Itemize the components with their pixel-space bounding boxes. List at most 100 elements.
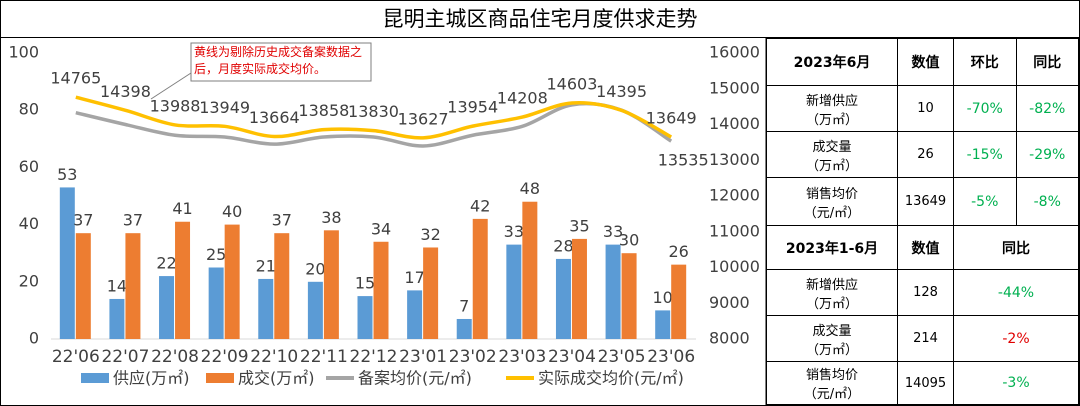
bar: [224, 224, 240, 339]
cell: 214: [897, 315, 954, 362]
annotation-text: 黄线为剔除历史成交备案数据之后，月度实际成交均价。: [194, 45, 363, 76]
table-header: 同比: [1015, 38, 1079, 86]
cell: -70%: [953, 85, 1017, 132]
table-header: 环比: [953, 38, 1017, 86]
data-label: 14395: [596, 82, 647, 101]
table-header: 2023年1-6月: [766, 225, 898, 270]
bar: [274, 233, 290, 339]
data-label: 53: [57, 165, 77, 184]
x-tick-label: 23'06: [647, 347, 695, 367]
bar: [671, 264, 687, 339]
cell: 26: [897, 131, 954, 178]
y2-tick-label: 15000: [709, 78, 760, 97]
data-label: 33: [504, 222, 524, 241]
bar: [125, 233, 141, 339]
y2-tick-label: 14000: [709, 114, 760, 133]
line: [75, 101, 673, 148]
bar: [605, 244, 621, 339]
bar: [258, 278, 274, 339]
row-label: 销售均价 （元/㎡）: [766, 361, 898, 405]
bar: [307, 281, 323, 339]
data-label: 21: [256, 256, 276, 275]
bar: [522, 201, 538, 339]
data-label: 13664: [249, 108, 300, 127]
legend-swatch: [206, 373, 234, 383]
legend-label: 备案均价(元/㎡): [358, 369, 472, 388]
bar: [175, 221, 191, 339]
bar: [109, 298, 125, 339]
bar: [407, 290, 423, 339]
x-tick-label: 23'05: [598, 347, 646, 367]
cell: -15%: [953, 131, 1017, 178]
data-label: 20: [305, 259, 325, 278]
bar: [357, 296, 373, 339]
bar: [456, 318, 472, 339]
cell: -2%: [953, 315, 1079, 362]
row-label: 新增供应 （万㎡）: [766, 269, 898, 316]
data-label: 14: [107, 276, 127, 295]
y-tick-label: 0: [29, 329, 39, 348]
bar: [655, 310, 671, 339]
data-label: 37: [272, 211, 292, 230]
data-label: 14765: [50, 69, 101, 88]
cell: -3%: [953, 361, 1079, 405]
cell: -44%: [953, 269, 1079, 316]
data-label: 34: [371, 219, 391, 238]
table-header: 同比: [953, 225, 1079, 270]
data-label: 13830: [348, 102, 399, 121]
cell: 128: [897, 269, 954, 316]
x-tick-label: 22'07: [101, 347, 149, 367]
bar: [159, 276, 175, 339]
y-tick-label: 100: [8, 43, 39, 62]
row-label: 销售均价 （元/㎡）: [766, 177, 898, 226]
cell: -8%: [1015, 177, 1079, 226]
y-tick-label: 60: [19, 157, 39, 176]
y-tick-label: 20: [19, 271, 39, 290]
data-label: 13535: [658, 151, 709, 170]
cell: -5%: [953, 177, 1017, 226]
bar: [621, 253, 637, 339]
bar: [555, 258, 571, 339]
data-label: 22: [156, 254, 176, 273]
data-label: 15: [355, 274, 375, 293]
data-label: 13649: [646, 109, 697, 128]
bar: [373, 241, 389, 339]
summary-table: 2023年6月 数值 环比 同比 新增供应 （万㎡） 10 -70% -82% …: [766, 38, 1079, 405]
bar: [506, 244, 522, 339]
data-label: 33: [603, 222, 623, 241]
y2-tick-label: 13000: [709, 150, 760, 169]
x-tick-label: 22'08: [151, 347, 199, 367]
bar: [423, 247, 439, 339]
data-label: 25: [206, 245, 226, 264]
y2-tick-label: 9000: [709, 293, 750, 312]
bar: [208, 267, 224, 339]
x-tick-label: 23'01: [399, 347, 447, 367]
x-tick-label: 23'02: [449, 347, 497, 367]
annotation-box: [190, 42, 372, 82]
data-label: 17: [404, 268, 424, 287]
data-label: 48: [520, 179, 540, 198]
data-label: 28: [553, 236, 573, 255]
cell: 10: [897, 85, 954, 132]
x-tick-label: 22'09: [201, 347, 249, 367]
data-label: 38: [321, 208, 341, 227]
data-label: 14208: [497, 89, 548, 108]
line: [75, 95, 673, 140]
data-label: 13988: [150, 96, 201, 115]
x-tick-label: 22'06: [52, 347, 100, 367]
row-label: 新增供应 （万㎡）: [766, 85, 898, 132]
chart-title: 昆明主城区商品住宅月度供求走势: [1, 1, 1079, 38]
bar: [59, 187, 75, 339]
data-label: 37: [123, 211, 143, 230]
y2-tick-label: 16000: [709, 43, 760, 62]
data-label: 42: [470, 196, 490, 215]
cell: 14095: [897, 361, 954, 405]
x-tick-label: 22'12: [350, 347, 398, 367]
y2-tick-label: 10000: [709, 257, 760, 276]
data-label: 32: [420, 225, 440, 244]
row-label: 成交量 （万㎡）: [766, 315, 898, 362]
data-label: 14398: [100, 82, 151, 101]
cell: 13649: [897, 177, 954, 226]
y-tick-label: 40: [19, 214, 39, 233]
